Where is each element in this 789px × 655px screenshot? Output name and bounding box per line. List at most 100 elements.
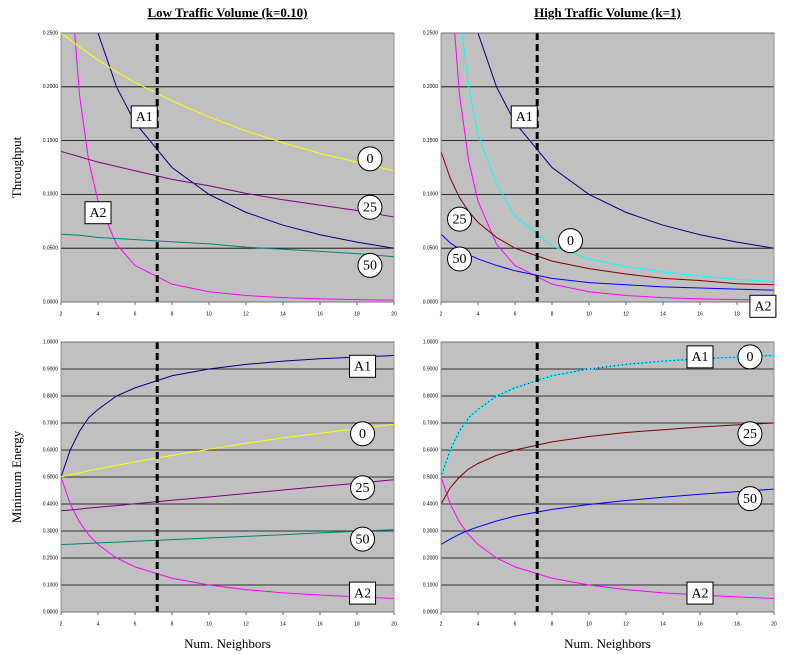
y-tick-label: 1.0000 — [423, 339, 439, 345]
label-box — [349, 354, 377, 378]
x-tick-label: 8 — [171, 311, 174, 317]
x-tick-label: 20 — [391, 621, 397, 627]
x-tick-label: 4 — [97, 311, 100, 317]
series-label: A2 — [89, 206, 106, 221]
x-tick-label: 4 — [97, 621, 100, 627]
y-tick-label: 0.8000 — [423, 393, 439, 399]
label-box — [686, 345, 714, 369]
plot-area — [441, 33, 774, 302]
y-tick-label: 0.0000 — [423, 299, 439, 305]
label-circle — [558, 228, 583, 254]
panel: 0.0000 0.1000 0.2000 0.3000 0.4000 0.5000 0.60… — [9, 339, 397, 651]
y-axis-label: Throughput — [9, 136, 24, 198]
chart-title: High Traffic Volume (k=1) — [534, 5, 681, 20]
y-tick-label: 0.5000 — [43, 474, 59, 480]
series-label: 0 — [359, 427, 366, 442]
label-circle — [737, 486, 763, 512]
panel: 0.0000 0.0500 0.1000 0.1500 0.2000 0.2500 2 4 6 8… — [9, 5, 397, 317]
series-line — [61, 150, 394, 218]
series-line — [61, 233, 394, 258]
plot-area — [61, 33, 394, 302]
y-tick-label: 0.6000 — [423, 447, 439, 453]
y-tick-label: 0.0500 — [423, 246, 439, 252]
label-circle — [357, 194, 383, 220]
series-line — [61, 529, 394, 545]
x-tick-label: 14 — [660, 311, 666, 317]
label-box — [510, 105, 538, 129]
series-label: 25 — [363, 201, 377, 216]
x-tick-label: 18 — [354, 311, 360, 317]
series-line — [477, 33, 774, 249]
x-tick-label: 10 — [206, 621, 212, 627]
series-label: 50 — [356, 532, 370, 547]
x-tick-label: 16 — [317, 311, 323, 317]
x-tick-label: 12 — [623, 311, 629, 317]
x-axis-label: Num. Neighbors — [564, 636, 651, 651]
series-label: A1 — [516, 110, 533, 125]
x-tick-label: 8 — [551, 311, 554, 317]
panel: 0.0000 0.0500 0.1000 0.1500 0.2000 0.2500 2 4 6 8… — [423, 5, 777, 318]
series-line — [441, 151, 774, 286]
label-box — [749, 294, 777, 318]
x-tick-label: 4 — [477, 311, 480, 317]
y-tick-label: 0.1000 — [43, 192, 59, 198]
series-label: 0 — [366, 152, 373, 167]
y-tick-label: 0.1000 — [43, 582, 59, 588]
x-tick-label: 2 — [60, 311, 63, 317]
series-label: 50 — [453, 252, 467, 267]
series-line — [61, 423, 394, 478]
y-tick-label: 0.2000 — [423, 555, 439, 561]
x-tick-label: 20 — [391, 311, 397, 317]
y-tick-label: 0.1500 — [43, 138, 59, 144]
x-tick-label: 6 — [134, 311, 137, 317]
x-axis-label: Num. Neighbors — [184, 636, 271, 651]
x-tick-label: 6 — [134, 621, 137, 627]
y-tick-label: 0.9000 — [423, 366, 439, 372]
x-tick-label: 10 — [586, 311, 592, 317]
series-line — [61, 33, 394, 172]
x-tick-label: 8 — [551, 621, 554, 627]
y-tick-label: 0.0500 — [43, 246, 59, 252]
series-line — [74, 33, 394, 301]
series-label: 25 — [356, 481, 370, 496]
series-label: 50 — [363, 259, 377, 274]
y-tick-label: 0.0000 — [43, 299, 59, 305]
x-tick-label: 16 — [697, 311, 703, 317]
y-tick-label: 0.2000 — [423, 84, 439, 90]
plot-lines — [61, 33, 394, 301]
plot-border — [440, 341, 775, 613]
x-tick-label: 18 — [734, 311, 740, 317]
x-tick-label: 2 — [440, 621, 443, 627]
x-tick-label: 16 — [317, 621, 323, 627]
x-tick-label: 10 — [206, 311, 212, 317]
label-box — [349, 581, 377, 605]
label-circle — [350, 475, 376, 501]
x-tick-label: 14 — [660, 621, 666, 627]
plot-lines — [441, 33, 774, 301]
label-circle — [737, 344, 763, 370]
y-tick-label: 0.5000 — [423, 474, 439, 480]
y-axis-label: Minimum Energy — [9, 430, 24, 523]
label-box — [686, 581, 714, 605]
series-line — [61, 355, 394, 478]
label-circle — [447, 246, 472, 272]
label-box — [130, 105, 158, 129]
series-label: 25 — [453, 212, 467, 227]
y-tick-label: 0.0000 — [423, 609, 439, 615]
series-label: A2 — [754, 300, 771, 315]
x-tick-label: 6 — [514, 311, 517, 317]
y-tick-label: 0.1000 — [423, 192, 439, 198]
y-tick-label: 0.8000 — [43, 393, 59, 399]
plot-border — [440, 32, 775, 303]
series-label: 0 — [746, 350, 753, 365]
label-circle — [357, 146, 383, 172]
x-tick-label: 12 — [243, 621, 249, 627]
series-line — [61, 479, 394, 512]
series-label: 25 — [743, 427, 757, 442]
y-tick-label: 0.6000 — [43, 447, 59, 453]
series-line — [461, 33, 774, 283]
y-tick-label: 0.7000 — [423, 420, 439, 426]
series-line — [441, 488, 774, 545]
label-circle — [737, 421, 763, 447]
